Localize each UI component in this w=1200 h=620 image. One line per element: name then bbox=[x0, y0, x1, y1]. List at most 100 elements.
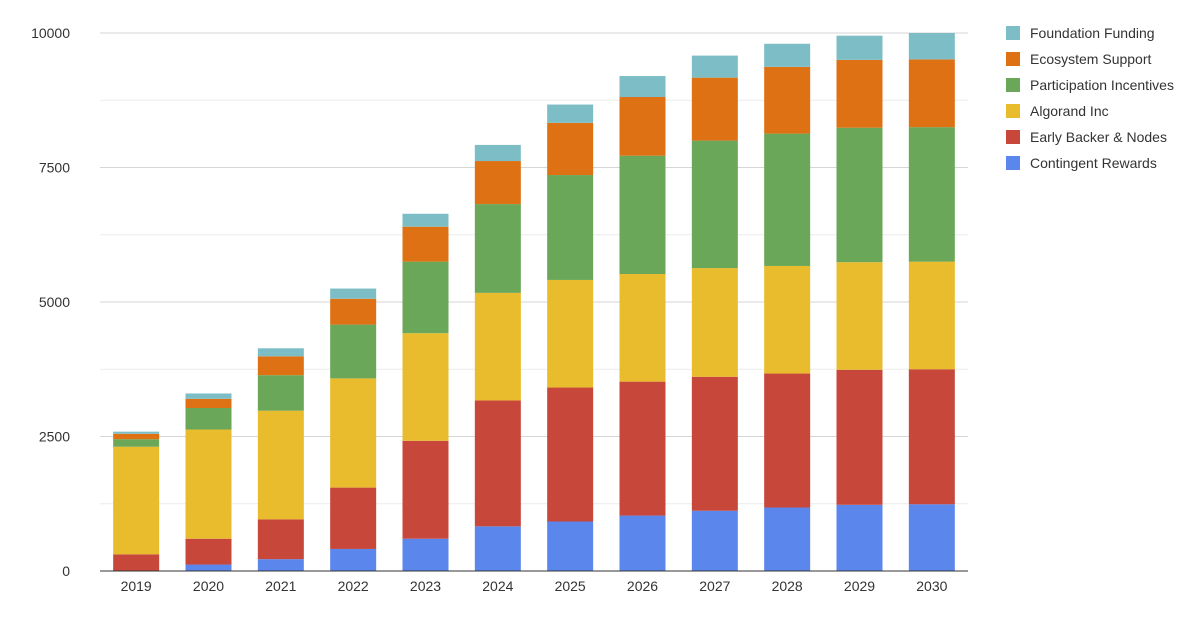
x-tick-label: 2021 bbox=[265, 578, 296, 594]
bar-segment bbox=[764, 265, 811, 374]
bar-segment bbox=[185, 407, 232, 430]
bar-segment bbox=[619, 155, 666, 275]
y-tick-label: 0 bbox=[62, 563, 70, 579]
bar-segment bbox=[764, 133, 811, 266]
legend-item: Algorand Inc bbox=[1006, 103, 1109, 119]
bar-segment bbox=[547, 387, 594, 522]
bar-segment bbox=[113, 433, 160, 440]
bar-segment bbox=[836, 262, 883, 370]
y-tick-label: 5000 bbox=[39, 294, 70, 310]
bar-segment bbox=[402, 538, 449, 571]
x-tick-label: 2030 bbox=[916, 578, 947, 594]
bar-segment bbox=[257, 559, 304, 571]
bar-segment bbox=[836, 127, 883, 263]
bar-segment bbox=[691, 77, 738, 141]
bar-segment bbox=[764, 507, 811, 571]
bar-segment bbox=[185, 564, 232, 571]
bar-segment bbox=[547, 122, 594, 176]
bar-segment bbox=[330, 548, 377, 571]
bar-segment bbox=[836, 504, 883, 571]
x-tick-label: 2029 bbox=[844, 578, 875, 594]
bar-segment bbox=[691, 268, 738, 377]
legend-item: Ecosystem Support bbox=[1006, 51, 1151, 67]
bar-segment bbox=[908, 504, 955, 571]
bar-segment bbox=[547, 279, 594, 388]
bar-segment bbox=[474, 292, 521, 401]
bar-segment bbox=[474, 144, 521, 162]
bar-segment bbox=[402, 440, 449, 539]
legend-swatch bbox=[1006, 78, 1020, 92]
bar-segment bbox=[691, 376, 738, 511]
legend-swatch bbox=[1006, 104, 1020, 118]
y-tick-label: 7500 bbox=[39, 160, 70, 176]
legend-label: Foundation Funding bbox=[1030, 25, 1155, 41]
bar-segment bbox=[547, 521, 594, 571]
bar-segment bbox=[185, 393, 232, 399]
bar-segment bbox=[330, 378, 377, 488]
legend-item: Early Backer & Nodes bbox=[1006, 129, 1167, 145]
bar-segment bbox=[908, 369, 955, 505]
x-tick-label: 2024 bbox=[482, 578, 513, 594]
bar-segment bbox=[619, 381, 666, 516]
bar-segment bbox=[474, 161, 521, 205]
bar-segment bbox=[330, 298, 377, 325]
bar-segment bbox=[691, 140, 738, 269]
bar-segment bbox=[908, 261, 955, 370]
bar-segment bbox=[836, 369, 883, 505]
legend-label: Participation Incentives bbox=[1030, 77, 1174, 93]
legend-swatch bbox=[1006, 26, 1020, 40]
bar-segment bbox=[113, 446, 160, 555]
legend-swatch bbox=[1006, 52, 1020, 66]
x-tick-label: 2023 bbox=[410, 578, 441, 594]
bar-segment bbox=[402, 333, 449, 441]
bar-segment bbox=[908, 33, 955, 60]
bar-segment bbox=[113, 554, 160, 571]
y-tick-label: 2500 bbox=[39, 429, 70, 445]
bar-segment bbox=[257, 348, 304, 357]
legend-item: Participation Incentives bbox=[1006, 77, 1174, 93]
axes: 2019 2020 2021 2022 2023 2024 2025 2026 2027 2028… bbox=[31, 25, 968, 594]
bar-segment bbox=[185, 429, 232, 539]
legend-swatch bbox=[1006, 156, 1020, 170]
gridlines bbox=[100, 32, 968, 505]
x-tick-label: 2022 bbox=[338, 578, 369, 594]
bar-segment bbox=[113, 431, 160, 434]
bar-segment bbox=[257, 410, 304, 520]
legend-label: Early Backer & Nodes bbox=[1030, 129, 1167, 145]
bar-segment bbox=[908, 59, 955, 128]
bar-segment bbox=[547, 104, 594, 123]
y-tick-label: 10000 bbox=[31, 25, 70, 41]
bar-segment bbox=[908, 127, 955, 262]
bar-segment bbox=[619, 274, 666, 382]
legend-item: Contingent Rewards bbox=[1006, 155, 1157, 171]
bar-segment bbox=[691, 510, 738, 571]
bar-segment bbox=[257, 519, 304, 560]
bar-segment bbox=[402, 261, 449, 334]
bar-segment bbox=[257, 375, 304, 411]
bar-segment bbox=[836, 35, 883, 60]
bar-segment bbox=[474, 526, 521, 571]
bar-segment bbox=[330, 288, 377, 299]
x-tick-label: 2028 bbox=[772, 578, 803, 594]
bar-segment bbox=[764, 373, 811, 508]
bar-segment bbox=[764, 43, 811, 67]
bar-segment bbox=[185, 398, 232, 408]
bar-segment bbox=[691, 55, 738, 78]
bar-segment bbox=[619, 515, 666, 571]
bar-segment bbox=[185, 538, 232, 565]
bar-segment bbox=[619, 97, 666, 156]
bar-segment bbox=[764, 66, 811, 134]
bar-segment bbox=[402, 226, 449, 262]
legend: Foundation Funding Ecosystem Support Parti… bbox=[1006, 25, 1174, 171]
bar-segment bbox=[113, 439, 160, 447]
bar-segment bbox=[330, 324, 377, 379]
legend-swatch bbox=[1006, 130, 1020, 144]
x-tick-label: 2020 bbox=[193, 578, 224, 594]
legend-label: Algorand Inc bbox=[1030, 103, 1109, 119]
x-tick-label: 2019 bbox=[121, 578, 152, 594]
bar-segment bbox=[547, 175, 594, 280]
legend-item: Foundation Funding bbox=[1006, 25, 1155, 41]
bar-segment bbox=[402, 213, 449, 227]
